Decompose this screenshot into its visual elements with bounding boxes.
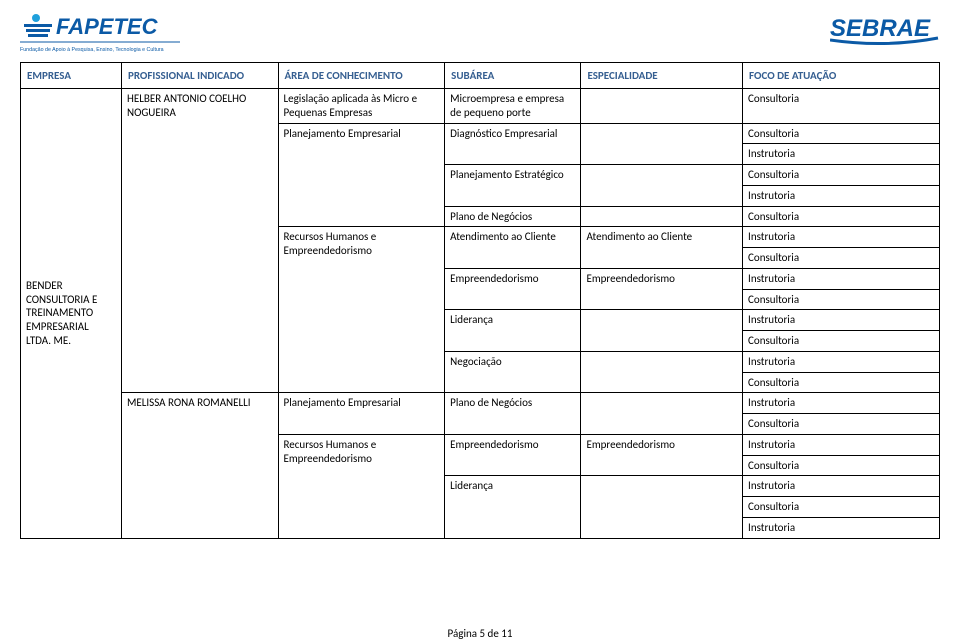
fapetec-logo-icon: FAPETEC Fundação de Apoio à Pesquisa, En… bbox=[20, 10, 180, 56]
cell-espec bbox=[581, 393, 743, 435]
fapetec-logo: FAPETEC Fundação de Apoio à Pesquisa, En… bbox=[20, 10, 180, 56]
cell-area: Planejamento Empresarial bbox=[278, 123, 445, 227]
cell-foco: Consultoria bbox=[743, 123, 940, 144]
cell-prof: HELBER ANTONIO COELHO NOGUEIRA bbox=[121, 89, 278, 393]
cell-espec bbox=[581, 351, 743, 393]
cell-area: Recursos Humanos e Empreendedorismo bbox=[278, 227, 445, 393]
cell-foco: Consultoria bbox=[743, 248, 940, 269]
table-header-row: EMPRESA PROFISSIONAL INDICADO ÁREA DE CO… bbox=[21, 63, 940, 89]
cell-foco: Instrutoria bbox=[743, 517, 940, 538]
cell-subarea: Liderança bbox=[445, 310, 581, 352]
cell-foco: Consultoria bbox=[743, 372, 940, 393]
header: FAPETEC Fundação de Apoio à Pesquisa, En… bbox=[20, 10, 940, 62]
cell-subarea: Plano de Negócios bbox=[445, 393, 581, 435]
cell-empresa: BENDER CONSULTORIA E TREINAMENTO EMPRESA… bbox=[21, 89, 122, 539]
cell-area: Recursos Humanos e Empreendedorismo bbox=[278, 434, 445, 538]
table-row: MELISSA RONA ROMANELLI Planejamento Empr… bbox=[21, 393, 940, 414]
cell-espec bbox=[581, 206, 743, 227]
cell-foco: Instrutoria bbox=[743, 227, 940, 248]
cell-foco: Consultoria bbox=[743, 455, 940, 476]
cell-foco: Consultoria bbox=[743, 206, 940, 227]
fapetec-tagline: Fundação de Apoio à Pesquisa, Ensino, Te… bbox=[20, 47, 164, 53]
cell-foco: Consultoria bbox=[743, 414, 940, 435]
svg-text:SEBRAE: SEBRAE bbox=[830, 15, 931, 42]
cell-foco: Instrutoria bbox=[743, 351, 940, 372]
cell-area: Planejamento Empresarial bbox=[278, 393, 445, 435]
table-row: BENDER CONSULTORIA E TREINAMENTO EMPRESA… bbox=[21, 89, 940, 124]
cell-foco: Instrutoria bbox=[743, 476, 940, 497]
cell-prof: MELISSA RONA ROMANELLI bbox=[121, 393, 278, 538]
cell-foco: Instrutoria bbox=[743, 268, 940, 289]
cell-foco: Consultoria bbox=[743, 289, 940, 310]
cell-subarea: Atendimento ao Cliente bbox=[445, 227, 581, 269]
cell-espec bbox=[581, 476, 743, 538]
sebrae-logo: SEBRAE bbox=[830, 10, 940, 50]
cell-subarea: Liderança bbox=[445, 476, 581, 538]
cell-subarea: Plano de Negócios bbox=[445, 206, 581, 227]
col-empresa: EMPRESA bbox=[21, 63, 122, 89]
cell-foco: Instrutoria bbox=[743, 434, 940, 455]
cell-foco: Consultoria bbox=[743, 165, 940, 186]
cell-area: Legislação aplicada às Micro e Pequenas … bbox=[278, 89, 445, 124]
cell-espec bbox=[581, 123, 743, 165]
page-footer: Página 5 de 11 bbox=[0, 627, 960, 640]
col-area: ÁREA DE CONHECIMENTO bbox=[278, 63, 445, 89]
cell-subarea: Negociação bbox=[445, 351, 581, 393]
cell-subarea: Planejamento Estratégico bbox=[445, 165, 581, 207]
cell-espec bbox=[581, 310, 743, 352]
cell-subarea: Empreendedorismo bbox=[445, 268, 581, 310]
col-prof: PROFISSIONAL INDICADO bbox=[121, 63, 278, 89]
cell-foco: Consultoria bbox=[743, 89, 940, 124]
cell-subarea: Empreendedorismo bbox=[445, 434, 581, 476]
cell-foco: Instrutoria bbox=[743, 393, 940, 414]
sebrae-logo-icon: SEBRAE bbox=[830, 10, 940, 50]
cell-foco: Consultoria bbox=[743, 497, 940, 518]
cell-espec: Empreendedorismo bbox=[581, 268, 743, 310]
cell-espec: Atendimento ao Cliente bbox=[581, 227, 743, 269]
cell-espec bbox=[581, 165, 743, 207]
col-foco: FOCO DE ATUAÇÃO bbox=[743, 63, 940, 89]
cell-espec bbox=[581, 89, 743, 124]
cell-subarea: Diagnóstico Empresarial bbox=[445, 123, 581, 165]
cell-foco: Consultoria bbox=[743, 331, 940, 352]
col-subarea: SUBÁREA bbox=[445, 63, 581, 89]
col-espec: ESPECIALIDADE bbox=[581, 63, 743, 89]
cell-subarea: Microempresa e empresa de pequeno porte bbox=[445, 89, 581, 124]
page: FAPETEC Fundação de Apoio à Pesquisa, En… bbox=[0, 0, 960, 642]
cell-espec: Empreendedorismo bbox=[581, 434, 743, 476]
cell-foco: Instrutoria bbox=[743, 310, 940, 331]
main-table: EMPRESA PROFISSIONAL INDICADO ÁREA DE CO… bbox=[20, 62, 940, 539]
svg-text:FAPETEC: FAPETEC bbox=[56, 14, 159, 39]
cell-foco: Instrutoria bbox=[743, 144, 940, 165]
cell-foco: Instrutoria bbox=[743, 185, 940, 206]
